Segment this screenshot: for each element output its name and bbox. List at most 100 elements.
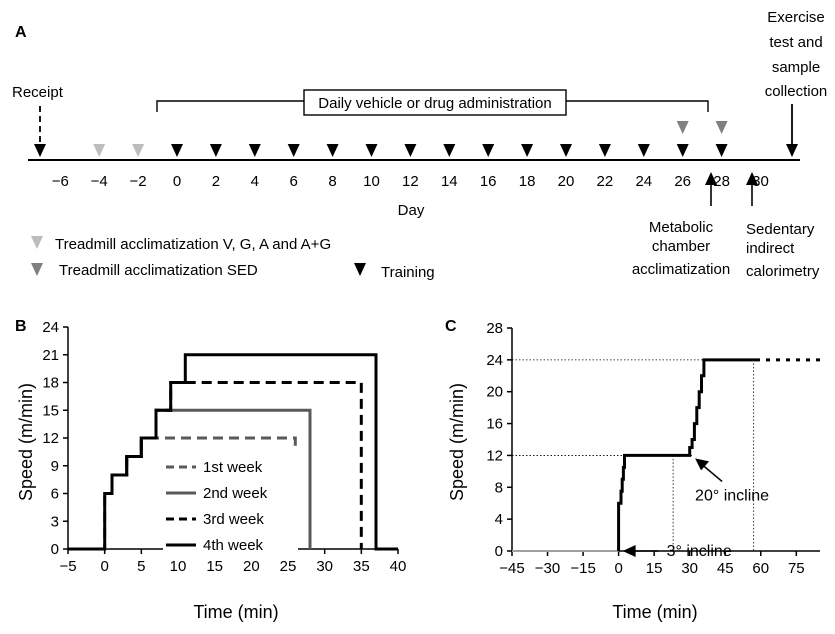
acclim-sed-marker [715, 121, 728, 134]
panel-c-y-tick-label: 24 [486, 352, 503, 369]
exercise-test-line-1: Exercise [767, 9, 825, 26]
panel-b-legend: 1st week 2nd week 3rd week 4th week [163, 451, 298, 559]
panel-b-x-tick-label: 10 [170, 558, 187, 575]
panel-b-y-tick-label: 24 [42, 319, 59, 336]
panel-b-label: B [15, 318, 27, 335]
panel-b-x-tick-label: 35 [353, 558, 370, 575]
training-marker [287, 144, 300, 157]
timeline-tick-label: 22 [597, 173, 614, 190]
legend-acclim-vgaag-label: Treadmill acclimatization V, G, A and A+… [55, 236, 331, 253]
exercise-test-line-4: collection [765, 83, 828, 100]
panel-c-x-tick-label: 75 [788, 560, 805, 577]
panel-b-x-tick-label: 0 [100, 558, 108, 575]
panel-c-label: C [445, 318, 457, 335]
acclim-sed-marker [676, 121, 689, 134]
training-marker [365, 144, 378, 157]
incline-3-arrow-head [622, 545, 636, 557]
exercise-test-line-2: test and [769, 34, 822, 51]
timeline-tick-label: 18 [519, 173, 536, 190]
legend-label: 4th week [203, 537, 264, 554]
panel-b-x-tick-label: 20 [243, 558, 260, 575]
timeline-tick-label: −2 [130, 173, 147, 190]
training-marker [209, 144, 222, 157]
timeline-tick-label: 6 [290, 173, 298, 190]
sedentary-line-2: indirect [746, 240, 795, 257]
panel-c-axes: −45 −30 −15 0 15 30 45 60 75 0 4 8 12 16 20 24 28 [486, 320, 820, 577]
legend-background [163, 451, 298, 559]
timeline-axis-label: Day [398, 202, 425, 219]
timeline-tick-label: 28 [713, 173, 730, 190]
panel-c-y-tick-label: 16 [486, 416, 503, 433]
panel-b-y-tick-label: 3 [51, 513, 59, 530]
timeline-tick-label: 0 [173, 173, 181, 190]
incline-3-label: 3° incline [667, 543, 732, 560]
legend-label: 1st week [203, 459, 263, 476]
panel-c-y-tick-label: 12 [486, 447, 503, 464]
legend-acclim-vgaag-marker [31, 236, 43, 249]
receipt-label: Receipt [12, 84, 64, 101]
panel-c-x-tick-label: 15 [646, 560, 663, 577]
panel-c-y-tick-label: 28 [486, 320, 503, 337]
series-exercise-test [617, 358, 756, 551]
panel-b-x-tick-label: 30 [316, 558, 333, 575]
panel-b-y-tick-label: 15 [42, 402, 59, 419]
training-marker [637, 144, 650, 157]
timeline-tick-label: 20 [558, 173, 575, 190]
panel-c-xlabel: Time (min) [612, 602, 697, 622]
legend-acclim-sed-label: Treadmill acclimatization SED [59, 262, 258, 279]
training-marker [248, 144, 261, 157]
panel-c-x-tick-label: 60 [752, 560, 769, 577]
acclim-vgaag-marker [93, 144, 106, 157]
timeline-tick-label: 10 [363, 173, 380, 190]
sedentary-line-3: calorimetry [746, 263, 820, 280]
timeline-markers [93, 121, 728, 157]
panel-c-ylabel: Speed (m/min) [447, 383, 467, 501]
legend-label: 3rd week [203, 511, 264, 528]
series-4 [68, 353, 398, 551]
panel-c-y-tick-label: 0 [495, 543, 503, 560]
training-marker [171, 144, 183, 157]
panel-b-y-tick-label: 9 [51, 458, 59, 475]
timeline-tick-label: −4 [91, 173, 108, 190]
timeline-ticks: −6 −4 −2 0 2 4 6 8 10 12 14 16 18 20 22 24 26 28 30 [52, 173, 769, 190]
administration-box [303, 89, 567, 116]
legend-training-marker [354, 263, 366, 276]
panel-b-x-tick-label: 15 [206, 558, 223, 575]
training-marker [326, 144, 339, 157]
timeline-tick-label: 12 [402, 173, 419, 190]
training-marker [715, 144, 728, 157]
sedentary-arrow-head [746, 172, 758, 185]
panel-b-y-tick-label: 21 [42, 347, 59, 364]
timeline-tick-label: 8 [328, 173, 336, 190]
panel-a-label: A [15, 24, 27, 41]
panel-c-x-tick-label: 0 [614, 560, 622, 577]
panel-c-x-tick-label: −30 [535, 560, 560, 577]
panel-b-y-tick-label: 6 [51, 486, 59, 503]
metabolic-line-3: acclimatization [632, 261, 730, 278]
exercise-test-arrow-head [786, 144, 798, 157]
metabolic-arrow-head [705, 172, 717, 185]
timeline-tick-label: 2 [212, 173, 220, 190]
administration-bracket: Daily vehicle or drug administration [156, 89, 709, 116]
panel-b-x-tick-label: −5 [59, 558, 76, 575]
panel-c-x-tick-label: −15 [570, 560, 595, 577]
training-marker [521, 144, 534, 157]
panel-b-y-tick-label: 12 [42, 430, 59, 447]
timeline-tick-label: −6 [52, 173, 69, 190]
administration-label: Daily vehicle or drug administration [318, 95, 551, 112]
training-marker [482, 144, 495, 157]
panel-c-y-tick-label: 8 [495, 479, 503, 496]
panel-b-x-tick-label: 5 [137, 558, 145, 575]
acclim-vgaag-marker [132, 144, 145, 157]
incline-20-arrow-head [695, 458, 710, 471]
legend-training-label: Training [381, 264, 435, 281]
metabolic-line-2: chamber [652, 238, 710, 255]
panel-b-series [68, 353, 398, 551]
panel-c-y-tick-label: 20 [486, 384, 503, 401]
panel-b-xlabel: Time (min) [193, 602, 278, 622]
incline-20-arrow-line [702, 464, 723, 483]
timeline-tick-label: 26 [674, 173, 691, 190]
panel-b-y-tick-label: 0 [51, 541, 59, 558]
